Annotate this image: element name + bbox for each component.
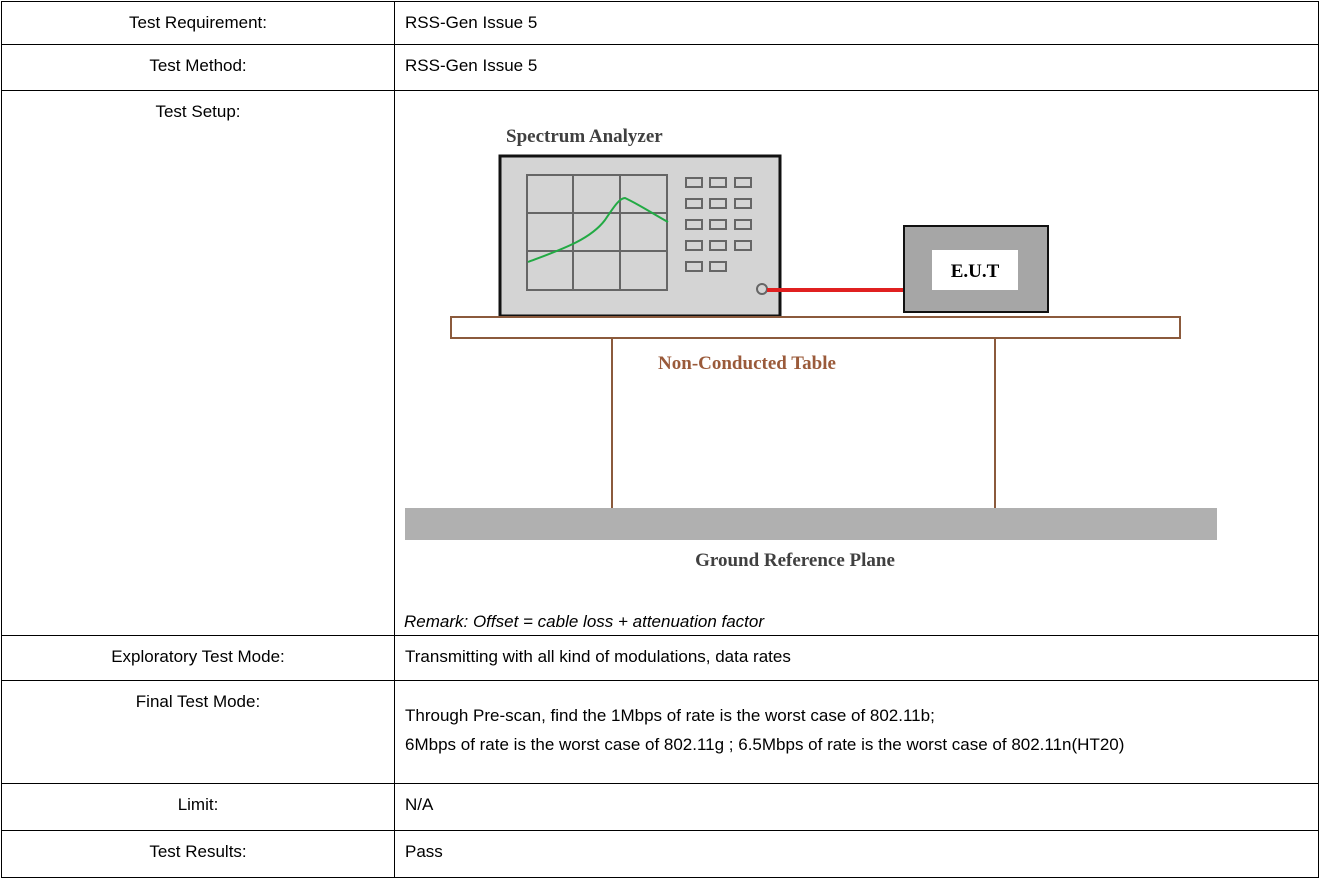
eut-label: E.U.T	[951, 261, 1000, 282]
ground-plane	[405, 508, 1217, 540]
remark: Remark: Offset = cable loss + attenuatio…	[404, 612, 765, 631]
table-label: Non-Conducted Table	[658, 353, 836, 374]
analyzer-screen	[526, 174, 768, 295]
row-value: Pass	[394, 830, 1319, 878]
paragraph: 6Mbps of rate is the worst case of 802.1…	[405, 735, 1125, 754]
analyzer-label: Spectrum Analyzer	[506, 126, 663, 147]
trace	[527, 196, 669, 263]
paragraph: Through Pre-scan, find the 1Mbps of rate…	[405, 706, 935, 725]
table-top	[450, 316, 1181, 339]
eut-label-box	[932, 250, 1018, 290]
analyzer	[498, 154, 782, 318]
ground-label: Ground Reference Plane	[695, 550, 895, 571]
